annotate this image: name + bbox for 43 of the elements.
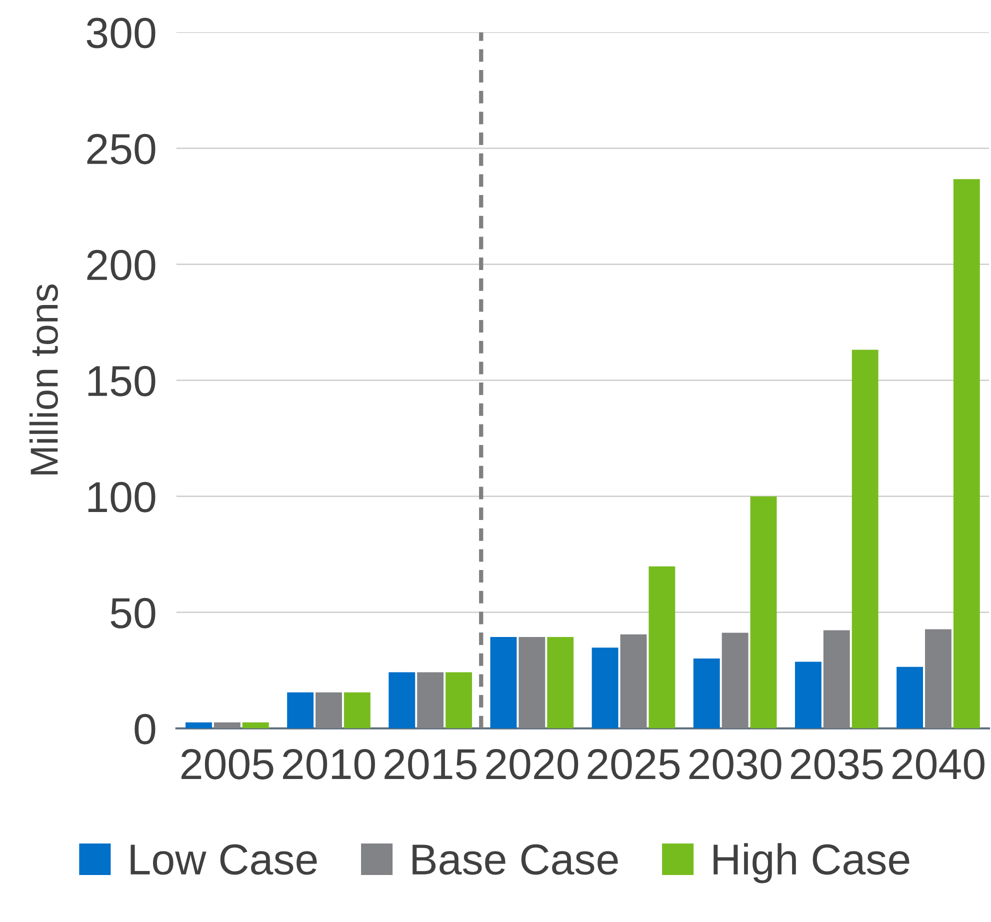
- y-tick-label: 0: [134, 714, 156, 744]
- bar: [547, 636, 574, 728]
- bar: [925, 629, 952, 728]
- legend-label: Base Case: [412, 844, 618, 875]
- x-tick-label: 2005: [181, 748, 274, 780]
- bar: [518, 636, 546, 728]
- bar: [316, 692, 342, 728]
- legend-label: High Case: [714, 843, 910, 884]
- bar: [417, 672, 444, 728]
- bar: [852, 350, 878, 728]
- bar: [287, 692, 314, 728]
- bar: [592, 648, 618, 728]
- bar: [388, 672, 416, 728]
- bar: [823, 630, 850, 728]
- bar: [794, 662, 822, 728]
- y-tick-label: 300: [86, 18, 156, 48]
- bar: [693, 658, 720, 728]
- x-tick-label: 2015: [384, 748, 476, 780]
- bar: [214, 722, 240, 728]
- bar: [953, 179, 980, 728]
- x-tick-label: 2025: [588, 748, 680, 780]
- bar: [620, 634, 647, 728]
- bar: [722, 632, 748, 728]
- bar: [648, 566, 676, 728]
- y-tick-label: 100: [88, 482, 156, 512]
- x-tick-label: 2030: [689, 748, 782, 780]
- x-tick-label: 2035: [790, 748, 883, 780]
- x-tick-label: 2040: [892, 748, 984, 780]
- x-tick-label: 2020: [486, 748, 578, 780]
- x-tick-label: 2010: [283, 748, 375, 780]
- y-tick-label: 200: [87, 250, 156, 280]
- bar: [750, 496, 777, 728]
- legend-label: Low Case: [130, 844, 317, 875]
- y-tick-label: 250: [87, 134, 156, 164]
- bar: [490, 636, 517, 728]
- bar: [446, 672, 472, 728]
- y-tick-label: 150: [88, 366, 156, 396]
- bar: [896, 666, 924, 728]
- bar: [186, 722, 212, 728]
- y-tick-label: 50: [110, 598, 156, 628]
- y-axis-title: Million tons: [29, 284, 58, 474]
- bar: [242, 722, 269, 728]
- bar: [344, 692, 370, 728]
